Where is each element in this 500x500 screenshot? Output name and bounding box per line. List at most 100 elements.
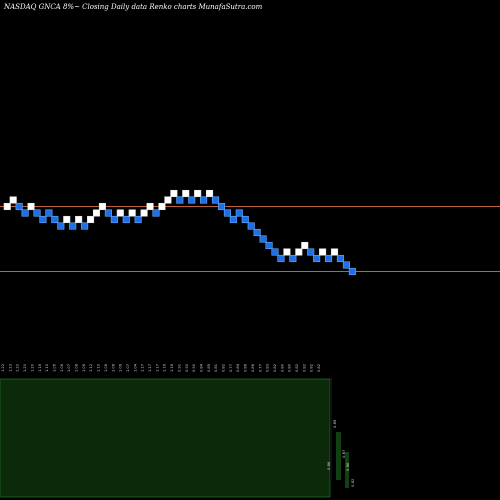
price-tick-label-0: 1.22 — [1, 364, 5, 372]
renko-brick-43 — [259, 235, 267, 243]
renko-brick-47 — [283, 248, 291, 256]
price-tick-label-21: 1.17 — [155, 364, 159, 372]
renko-brick-39 — [235, 209, 243, 217]
renko-brick-17 — [104, 209, 112, 217]
price-tick-label-40: 0.82 — [295, 364, 299, 372]
renko-brick-57 — [342, 261, 350, 269]
price-tick-label-11: 1.06 — [82, 363, 86, 372]
price-tick-label-35: 0.77 — [258, 364, 262, 372]
renko-brick-31 — [188, 196, 196, 204]
renko-brick-18 — [110, 215, 118, 224]
price-tick-label-38: 0.80 — [280, 363, 284, 372]
price-tick-label-12: 1.12 — [89, 364, 93, 372]
renko-brick-36 — [217, 202, 225, 211]
renko-brick-7 — [45, 209, 53, 217]
price-tick-label-8: 1.06 — [60, 363, 64, 372]
renko-brick-26 — [158, 202, 166, 211]
price-tick-label-1: 1.23 — [8, 364, 12, 372]
price-tick-label-33: 0.86 — [244, 363, 248, 372]
renko-brick-20 — [122, 215, 130, 224]
renko-brick-48 — [289, 254, 297, 263]
renko-brick-24 — [146, 202, 154, 211]
renko-brick-46 — [277, 254, 285, 263]
price-tick-label-30: 0.82 — [222, 364, 226, 372]
price-tick-label-4: 1.20 — [30, 363, 34, 372]
price-tick-label-39: 0.80 — [288, 363, 292, 372]
renko-brick-19 — [116, 209, 124, 217]
renko-brick-38 — [229, 215, 237, 224]
renko-brick-14 — [87, 215, 95, 224]
price-tick-label-20: 1.17 — [148, 364, 152, 372]
renko-brick-28 — [170, 189, 178, 198]
price-tick-label-3: 1.20 — [23, 363, 27, 372]
price-tick-label-28: 0.85 — [207, 364, 211, 372]
renko-brick-44 — [265, 241, 273, 250]
volume-bar-1 — [345, 452, 349, 488]
volume-label-2: 0.87 — [341, 449, 346, 458]
renko-brick-13 — [81, 222, 89, 230]
renko-brick-2 — [15, 202, 23, 211]
price-tick-label-43: 0.82 — [317, 364, 321, 372]
price-tick-label-10: 1.08 — [75, 363, 79, 372]
price-tick-label-36: 0.83 — [266, 364, 270, 372]
renko-brick-35 — [211, 196, 220, 204]
renko-brick-56 — [336, 254, 345, 263]
price-tick-label-42: 0.82 — [310, 364, 314, 372]
renko-brick-33 — [200, 196, 208, 204]
renko-brick-25 — [152, 209, 160, 217]
renko-brick-37 — [223, 209, 231, 217]
price-tick-label-34: 0.86 — [251, 363, 255, 372]
price-tick-label-37: 0.82 — [273, 364, 277, 372]
renko-brick-15 — [92, 209, 101, 217]
renko-brick-10 — [63, 215, 71, 224]
price-tick-label-14: 1.06 — [104, 363, 108, 372]
price-tick-label-32: 0.84 — [236, 363, 240, 372]
renko-brick-55 — [330, 248, 339, 256]
volume-label-0: 0.89 — [332, 419, 337, 428]
price-tick-label-2: 1.22 — [16, 364, 20, 372]
renko-brick-12 — [75, 215, 83, 224]
price-tick-label-9: 1.07 — [67, 364, 71, 372]
renko-brick-6 — [39, 215, 47, 224]
renko-brick-0 — [3, 202, 11, 211]
renko-brick-27 — [164, 196, 172, 204]
volume-label-1: 0.86 — [326, 461, 331, 470]
price-tick-label-15: 1.06 — [111, 363, 115, 372]
price-tick-label-16: 1.06 — [119, 363, 123, 372]
price-tick-label-7: 1.06 — [52, 363, 56, 372]
price-tick-label-25: 0.90 — [185, 363, 189, 372]
renko-brick-3 — [21, 209, 29, 217]
renko-brick-53 — [319, 248, 327, 256]
renko-brick-50 — [301, 241, 309, 250]
renko-brick-54 — [324, 254, 333, 263]
renko-brick-29 — [176, 196, 184, 204]
volume-label-4: 0.82 — [350, 478, 355, 487]
price-tick-label-23: 1.16 — [170, 363, 174, 372]
renko-brick-22 — [134, 215, 142, 224]
price-tick-label-13: 1.10 — [97, 363, 101, 372]
renko-brick-40 — [241, 215, 249, 224]
renko-brick-30 — [182, 189, 190, 198]
volume-label-3: 0.86 — [345, 462, 350, 471]
renko-brick-8 — [51, 215, 59, 224]
volume-area — [0, 378, 331, 498]
renko-brick-45 — [271, 248, 279, 256]
price-tick-label-17: 1.07 — [126, 364, 130, 372]
price-tick-label-26: 0.90 — [192, 363, 196, 372]
price-tick-label-31: 0.77 — [229, 364, 233, 372]
renko-brick-1 — [9, 196, 17, 204]
renko-brick-5 — [33, 209, 41, 217]
renko-brick-16 — [98, 202, 106, 211]
renko-brick-51 — [307, 248, 315, 256]
price-tick-label-29: 0.81 — [214, 364, 218, 372]
chart-title: NASDAQ GNCA 8%~ Closing Daily data Renko… — [4, 3, 263, 11]
price-tick-label-41: 0.82 — [302, 364, 306, 372]
price-tick-label-6: 1.10 — [45, 363, 49, 372]
price-tick-label-18: 1.04 — [133, 363, 137, 372]
renko-brick-11 — [69, 222, 77, 230]
price-tick-label-22: 1.16 — [163, 363, 167, 372]
renko-brick-49 — [295, 248, 303, 256]
renko-brick-41 — [247, 222, 255, 230]
volume-bar-0 — [336, 432, 341, 480]
